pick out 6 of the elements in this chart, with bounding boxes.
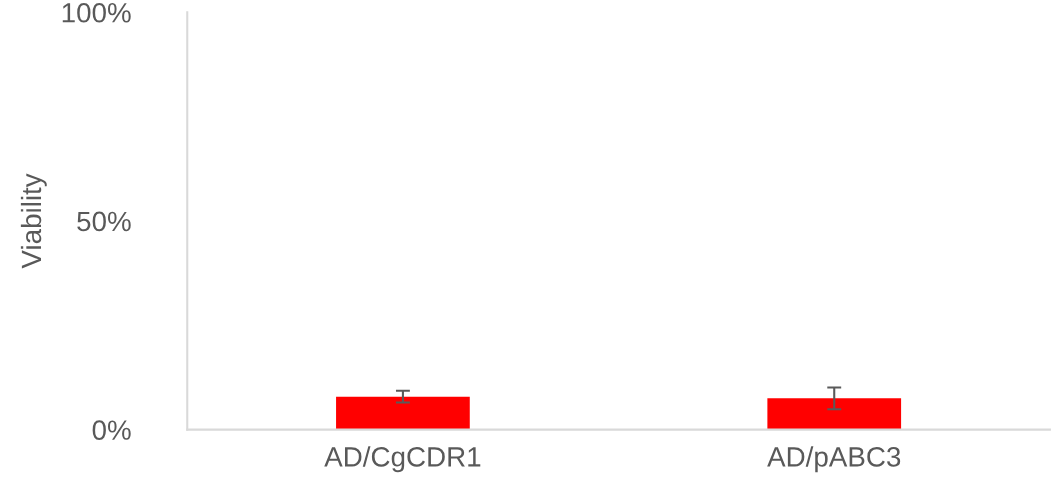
y-tick-label: 0% — [92, 420, 131, 440]
x-tick-label: AD/CgCDR1 — [324, 446, 481, 473]
y-tick-label: 50% — [77, 211, 131, 232]
y-tick-label: 100% — [62, 2, 131, 23]
x-tick-label: AD/pABC3 — [767, 446, 901, 473]
y-axis-title: Viability — [20, 173, 47, 269]
